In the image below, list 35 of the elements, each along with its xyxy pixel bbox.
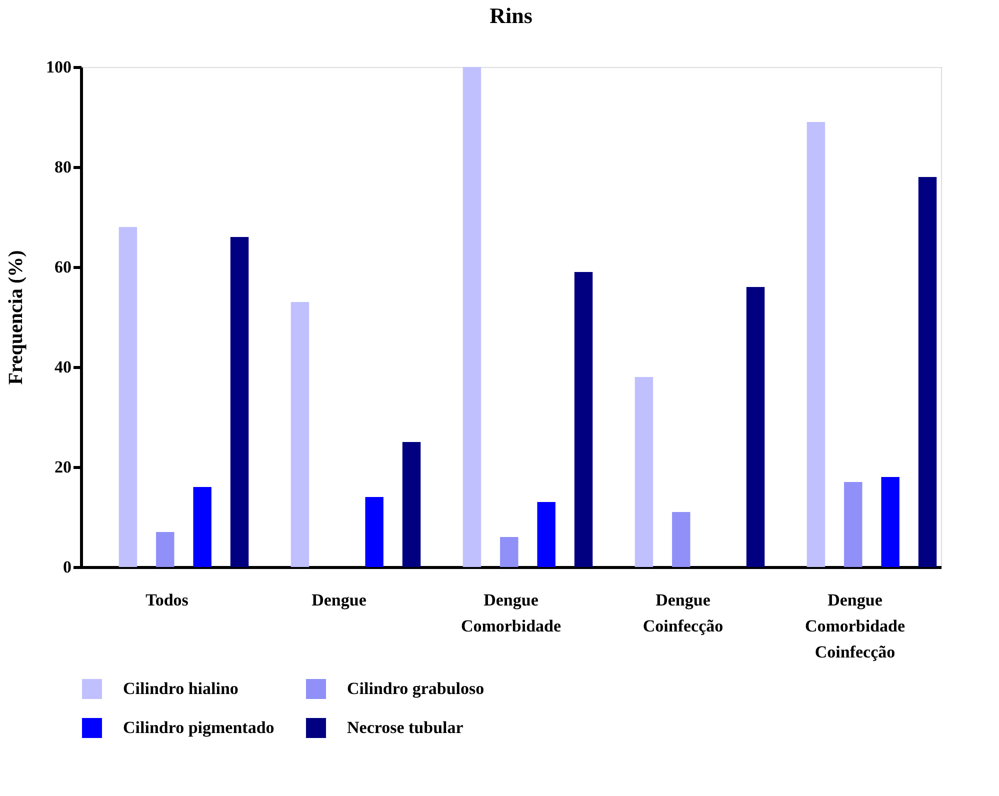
legend-label: Cilindro pigmentado <box>123 718 274 737</box>
bar <box>634 377 654 567</box>
x-tick-label: Dengue <box>312 590 367 610</box>
x-tick-label: Todos <box>146 590 189 610</box>
y-tick-label: 0 <box>63 558 72 576</box>
legend-label: Cilindro hialino <box>123 679 238 698</box>
bar <box>918 177 937 567</box>
bar <box>462 67 482 567</box>
bar <box>365 497 384 567</box>
x-tick-label: Dengue Coinfecção <box>642 590 724 636</box>
bar <box>537 502 556 567</box>
bar <box>230 237 249 567</box>
y-tick-label: 40 <box>54 358 72 376</box>
bar <box>193 487 212 567</box>
bar <box>672 512 690 567</box>
y-tick-label: 20 <box>54 458 72 476</box>
y-tick-label: 60 <box>54 258 72 276</box>
x-tick-label: Dengue Comorbidade Coinfecção <box>804 590 906 662</box>
bar <box>402 442 421 567</box>
legend-label: Cilindro grabuloso <box>347 679 484 698</box>
y-axis-title: Frequencia (%) <box>5 250 27 385</box>
bar <box>118 227 138 567</box>
bar <box>574 272 593 567</box>
bar <box>844 482 862 567</box>
bar <box>290 302 310 567</box>
bar <box>500 537 518 567</box>
legend-label: Necrose tubular <box>347 718 464 737</box>
bar <box>746 287 765 567</box>
bar <box>881 477 900 567</box>
bar <box>806 122 826 567</box>
y-tick-label: 80 <box>54 158 72 176</box>
y-tick-label: 100 <box>46 58 72 76</box>
chart-title: Rins <box>490 3 533 28</box>
x-tick-label: Dengue Comorbidade <box>460 590 562 636</box>
bar <box>156 532 174 567</box>
